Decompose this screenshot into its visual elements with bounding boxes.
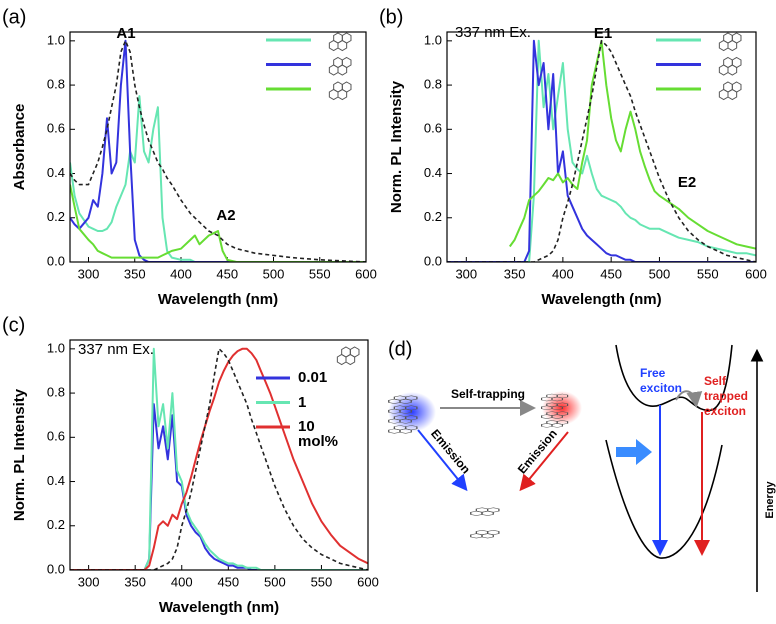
annotation: E2 [678,174,696,191]
annotation: E1 [594,25,612,42]
series-line [70,347,368,570]
series-line [447,39,756,262]
y-tick-label: 0.0 [47,253,65,268]
relaxation-arrow [675,390,703,408]
plot-frame [69,339,369,571]
x-tick-label: 600 [357,574,379,589]
x-tick-label: 550 [697,266,719,281]
ground-state-curve [605,439,723,559]
x-tick-label: 600 [745,266,767,281]
x-tick-label: 400 [552,266,574,281]
x-axis-label: Wavelength (nm) [541,291,661,308]
x-tick-label: 500 [264,574,286,589]
emission-arrow [519,431,569,492]
big-arrow [616,439,652,465]
legend-label: 1 [298,393,307,411]
panel-label: (c) [2,314,25,336]
x-tick-label: 400 [170,266,192,281]
process-label: Self-trapping [451,387,525,401]
legend-label: 10 mol% [298,418,339,450]
reference-line [447,40,756,262]
y-tick-label: 0.0 [424,253,442,268]
x-tick-label: 550 [309,266,331,281]
legend-icon [718,57,742,76]
panel-label: (a) [2,6,26,28]
x-tick-label: 500 [263,266,285,281]
panel-label: (b) [379,6,403,28]
legend-icon [718,81,742,100]
legend-icon [336,346,360,365]
y-tick-label: 0.2 [47,517,65,532]
x-tick-label: 350 [504,266,526,281]
series-line [70,347,368,570]
molecule-pair [470,507,500,539]
x-tick-label: 450 [217,574,239,589]
y-tick-label: 0.6 [47,121,65,136]
y-tick-label: 0.8 [47,385,65,400]
plot-frame [446,31,757,263]
y-tick-label: 0.4 [47,165,65,180]
x-tick-label: 400 [171,574,193,589]
y-axis-label: Norm. PL Intensity [388,80,405,213]
plot-frame [69,31,367,263]
annotation: 337 nm Ex. [455,24,531,41]
series-line [447,39,756,262]
y-tick-label: 0.8 [47,77,65,92]
x-tick-label: 300 [78,266,100,281]
x-tick-label: 600 [355,266,377,281]
free-exciton-glow [388,392,436,432]
y-tick-label: 0.6 [424,121,442,136]
free-exciton-label: Free exciton [640,366,683,395]
legend-icon [328,57,352,76]
energy-label: Energy [764,480,776,518]
annotation: 337 nm Ex. [78,341,154,358]
series-line [508,39,756,250]
x-tick-label: 350 [124,266,146,281]
series-line [70,39,366,262]
series-line [70,184,366,262]
y-tick-label: 0.6 [47,429,65,444]
x-tick-label: 300 [78,574,100,589]
y-tick-label: 1.0 [424,32,442,47]
legend-label: 0.01 [298,369,328,386]
y-tick-label: 0.8 [424,77,442,92]
emission-arrow [417,429,468,492]
y-tick-label: 0.2 [424,209,442,224]
x-tick-label: 450 [600,266,622,281]
x-tick-label: 500 [649,266,671,281]
legend-icon [328,32,352,51]
y-tick-label: 0.0 [47,561,65,576]
y-axis-label: Absorbance [11,104,28,191]
x-tick-label: 550 [311,574,333,589]
annotation: A1 [116,25,135,42]
y-tick-label: 0.2 [47,209,65,224]
self-trapped-label: Self trapped exciton [704,374,749,418]
y-tick-label: 1.0 [47,32,65,47]
panel-label: (d) [388,338,412,360]
reference-line [70,40,366,262]
x-tick-label: 300 [455,266,477,281]
y-tick-label: 0.4 [424,165,442,180]
legend-icon [718,32,742,51]
annotation: A2 [216,207,235,224]
y-axis-label: Norm. PL Intensity [11,388,28,521]
x-axis-label: Wavelength (nm) [159,599,279,616]
legend-icon [328,81,352,100]
series-line [70,95,366,262]
x-tick-label: 350 [124,574,146,589]
y-tick-label: 0.4 [47,473,65,488]
x-tick-label: 450 [216,266,238,281]
y-tick-label: 1.0 [47,340,65,355]
x-axis-label: Wavelength (nm) [158,291,278,308]
